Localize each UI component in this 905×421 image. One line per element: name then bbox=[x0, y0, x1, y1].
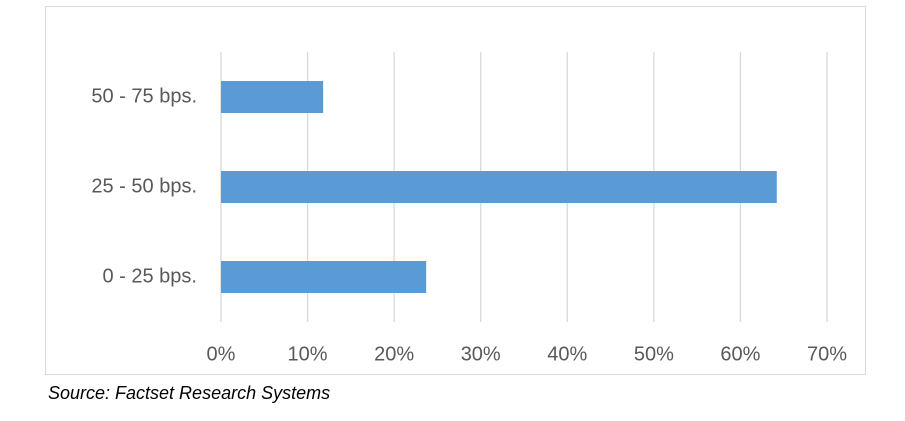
y-tick-label: 25 - 50 bps. bbox=[91, 175, 197, 197]
source-note: Source: Factset Research Systems bbox=[48, 383, 330, 403]
x-tick-label: 70% bbox=[807, 343, 847, 365]
x-tick-label: 10% bbox=[288, 343, 328, 365]
x-tick-label: 60% bbox=[720, 343, 760, 365]
x-tick-label: 40% bbox=[547, 343, 587, 365]
x-tick-label: 30% bbox=[461, 343, 501, 365]
x-tick-label: 0% bbox=[207, 343, 236, 365]
bar bbox=[221, 261, 427, 293]
x-tick-label: 50% bbox=[634, 343, 674, 365]
y-tick-label: 0 - 25 bps. bbox=[102, 265, 197, 287]
bar bbox=[221, 171, 777, 203]
x-tick-label: 20% bbox=[374, 343, 414, 365]
y-tick-label: 50 - 75 bps. bbox=[91, 85, 197, 107]
bar bbox=[221, 81, 324, 113]
